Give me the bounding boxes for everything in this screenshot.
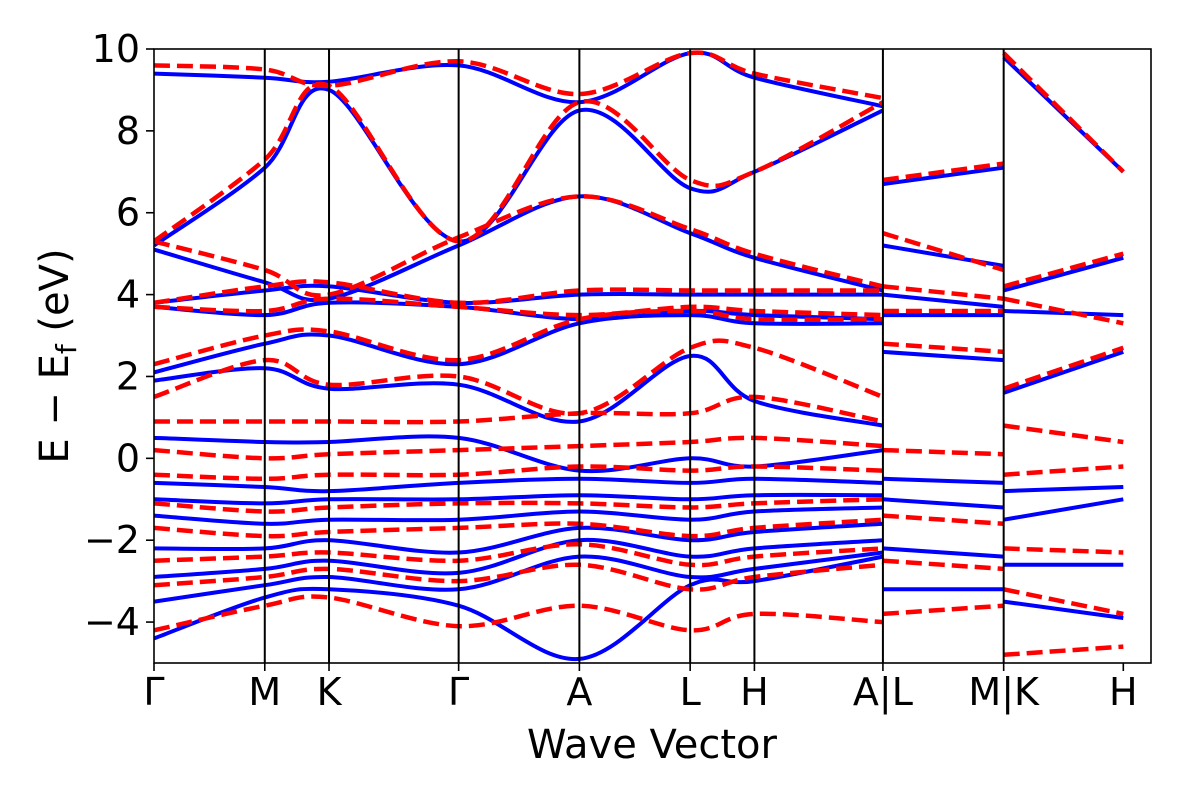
x-tick-label-2: K [317, 670, 343, 714]
y-tick-label-5: 6 [116, 191, 140, 235]
blue-band-24 [1003, 599, 1124, 620]
red-band-13 [154, 81, 884, 244]
red-band-19 [882, 341, 1004, 355]
red-band-23 [882, 161, 1005, 183]
red-band-22 [882, 231, 1005, 273]
blue-band-8 [154, 353, 884, 428]
red-band-0 [154, 594, 884, 633]
blue-band-21 [882, 292, 1004, 309]
blue-band-18 [882, 476, 1004, 485]
red-band-32 [1002, 51, 1125, 174]
red-band-30 [1003, 296, 1124, 326]
red-band-17 [882, 513, 1004, 527]
blue-band-5 [154, 492, 883, 506]
red-band-25 [1003, 587, 1124, 617]
blue-band-13 [154, 86, 884, 248]
y-axis-ticks: −4 −2 0 2 4 6 8 10 [84, 27, 154, 644]
y-tick-label-6: 8 [116, 109, 140, 153]
red-band-5 [154, 464, 883, 482]
plot-frame [153, 48, 1152, 664]
blue-band-19 [882, 349, 1004, 363]
y-axis-label: E − Ef (eV) [32, 248, 83, 463]
red-band-18 [882, 447, 1004, 457]
x-tick-label-3: Γ [448, 670, 469, 714]
y-tick-label-4: 4 [116, 273, 140, 317]
x-tick-label-6: H [740, 670, 769, 714]
blue-band-0 [154, 554, 884, 661]
y-tick-label-1: −2 [84, 518, 140, 562]
x-tick-label-0: Γ [143, 670, 164, 714]
y-tick-label-3: 2 [116, 354, 140, 398]
red-band-28 [1003, 423, 1124, 445]
x-tick-label-8: M|K [968, 670, 1040, 715]
red-band-24 [1003, 644, 1124, 658]
red-band-21 [882, 284, 1004, 301]
red-band-7 [154, 394, 884, 425]
red-band-15 [882, 603, 1004, 617]
x-tick-label-4: A [566, 670, 592, 714]
high-symmetry-lines [263, 49, 1005, 663]
blue-band-16 [882, 546, 1004, 559]
y-tick-label-2: 0 [116, 436, 140, 480]
red-band-8 [154, 338, 884, 416]
x-tick-label-7: A|L [853, 670, 913, 715]
blue-band-4 [154, 505, 883, 526]
y-axis-label-unit: (eV) [32, 248, 78, 344]
red-band-16 [882, 558, 1004, 572]
blue-band-7 [154, 434, 884, 474]
blue-band-30 [1003, 255, 1124, 293]
red-band-9 [154, 308, 883, 367]
red-band-31 [1003, 251, 1124, 289]
blue-band-14 [154, 50, 884, 109]
red-band-14 [154, 50, 884, 101]
x-axis-ticks: Γ M K Γ A L H A|L M|K H [143, 663, 1138, 715]
blue-band-17 [882, 497, 1004, 510]
red-band-27 [1003, 464, 1124, 477]
blue-band-23 [882, 165, 1004, 187]
red-band-12 [154, 194, 884, 298]
blue-band-6 [154, 476, 883, 494]
y-axis-label-subscript: f [50, 343, 83, 354]
red-band-26 [1003, 546, 1124, 555]
red-band-29 [1002, 345, 1125, 391]
blue-band-26 [1003, 497, 1124, 522]
x-axis-label: Wave Vector [527, 722, 778, 768]
blue-band-28 [1003, 350, 1124, 395]
y-tick-label-7: 10 [92, 27, 140, 71]
blue-band-27 [1003, 485, 1124, 494]
x-tick-label-1: M [248, 670, 281, 714]
y-tick-label-0: −4 [84, 600, 140, 644]
x-tick-label-5: L [680, 670, 701, 714]
y-axis-label-main: E − E [32, 354, 78, 464]
x-tick-label-9: H [1109, 670, 1138, 714]
